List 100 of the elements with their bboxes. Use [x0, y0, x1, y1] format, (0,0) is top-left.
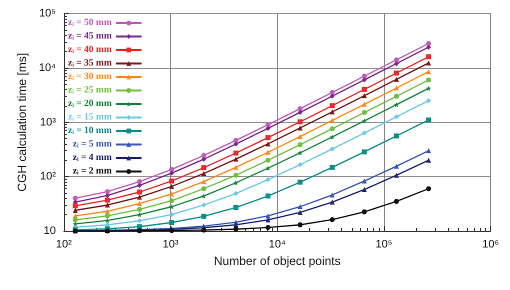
- point: [330, 118, 335, 123]
- point: [137, 201, 142, 206]
- point: [362, 149, 367, 154]
- y-axis-title: CGH calculation time [ms]: [15, 52, 29, 192]
- point: [137, 190, 142, 195]
- point: [72, 217, 78, 222]
- point: [394, 61, 399, 66]
- point: [426, 44, 432, 50]
- point: [233, 156, 238, 162]
- point: [201, 186, 206, 192]
- point: [266, 135, 270, 140]
- point: [169, 220, 174, 226]
- point: [298, 210, 303, 215]
- point: [201, 194, 206, 199]
- point: [266, 177, 270, 182]
- point: [266, 158, 270, 163]
- legend-label: zᵢ = 15 mm: [68, 112, 112, 122]
- point: [362, 130, 367, 136]
- point: [137, 182, 142, 188]
- legend-label: zᵢ = 4 mm: [72, 153, 112, 163]
- point: [426, 186, 432, 192]
- point: [426, 158, 432, 163]
- point: [298, 125, 303, 130]
- point: [137, 218, 142, 224]
- point: [201, 214, 206, 219]
- point: [104, 202, 110, 208]
- point: [362, 110, 367, 116]
- point: [104, 198, 110, 203]
- point: [394, 114, 399, 120]
- point: [330, 217, 335, 222]
- point: [426, 69, 432, 74]
- point: [298, 222, 303, 228]
- point: [298, 110, 303, 115]
- point: [104, 189, 110, 194]
- point: [298, 134, 303, 140]
- point: [298, 106, 303, 112]
- point: [394, 94, 399, 99]
- point: [266, 166, 270, 171]
- point: [330, 94, 335, 99]
- point: [104, 192, 110, 198]
- point: [233, 190, 238, 196]
- point: [330, 146, 335, 152]
- point: [266, 194, 270, 199]
- point: [330, 126, 335, 132]
- point: [394, 198, 399, 204]
- point: [362, 186, 367, 192]
- point: [201, 156, 206, 162]
- point: [104, 208, 110, 214]
- point: [298, 150, 303, 156]
- point: [233, 172, 238, 178]
- point: [233, 205, 238, 210]
- point: [266, 217, 270, 222]
- point: [104, 218, 110, 223]
- legend-label: zᵢ = 20 mm: [68, 99, 112, 109]
- point: [330, 164, 335, 170]
- point: [201, 228, 206, 233]
- point: [426, 77, 432, 82]
- point: [233, 164, 238, 170]
- point: [266, 141, 270, 146]
- point: [233, 180, 238, 186]
- y-tick-label: 10³: [40, 116, 56, 128]
- x-tick-label: 10⁵: [376, 238, 392, 250]
- point: [298, 119, 303, 124]
- x-tick-label: 10³: [162, 238, 179, 250]
- x-tick-label: 10²: [56, 238, 72, 250]
- point: [201, 179, 206, 184]
- point: [137, 179, 142, 184]
- legend-label: zᵢ = 50 mm: [68, 18, 112, 28]
- point: [298, 162, 303, 168]
- point: [169, 204, 174, 210]
- point: [394, 102, 399, 108]
- point: [330, 103, 335, 108]
- point: [394, 133, 399, 138]
- point: [362, 86, 367, 92]
- y-tick-label: 10: [44, 225, 56, 237]
- y-tick-label: 10⁵: [39, 8, 56, 20]
- point: [266, 126, 270, 131]
- point: [169, 212, 174, 218]
- point: [362, 118, 367, 124]
- point: [362, 102, 367, 107]
- point: [394, 172, 399, 178]
- point: [426, 148, 432, 154]
- x-tick-label: 10⁶: [482, 238, 499, 250]
- point: [426, 86, 432, 91]
- point: [72, 203, 78, 208]
- point: [266, 213, 270, 218]
- point: [169, 184, 174, 189]
- point: [169, 191, 174, 196]
- point: [426, 98, 432, 104]
- point: [169, 170, 174, 176]
- point: [362, 74, 367, 79]
- point: [362, 178, 367, 184]
- point: [298, 180, 303, 185]
- point: [394, 86, 399, 91]
- point: [362, 77, 367, 82]
- legend-label: zᵢ = 45 mm: [68, 32, 112, 42]
- point: [137, 224, 142, 230]
- point: [233, 222, 238, 228]
- point: [201, 165, 206, 170]
- point: [362, 209, 367, 214]
